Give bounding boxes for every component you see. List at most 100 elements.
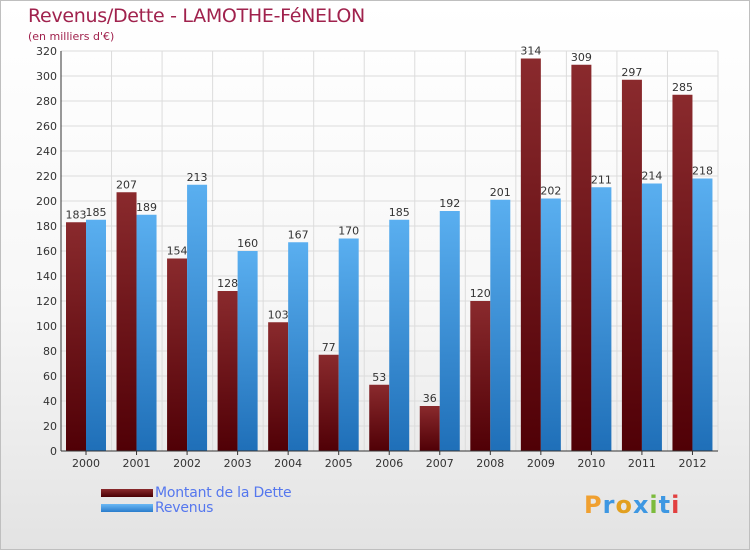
data-label-revenus: 202 [540, 185, 561, 198]
x-tick-label: 2012 [678, 457, 706, 470]
y-tick-label: 80 [43, 345, 57, 358]
data-label-revenus: 160 [237, 237, 258, 250]
bar-dette [571, 64, 592, 451]
y-tick-label: 220 [36, 170, 57, 183]
data-label-dette: 297 [621, 66, 642, 79]
data-label-dette: 77 [322, 341, 336, 354]
bar-dette [369, 384, 390, 451]
y-tick-label: 280 [36, 95, 57, 108]
logo-letter: o [615, 491, 633, 519]
logo-letter: r [602, 491, 616, 519]
bar-revenus [439, 211, 460, 451]
bar-revenus [389, 219, 410, 451]
data-label-revenus: 213 [187, 171, 208, 184]
data-label-revenus: 170 [338, 225, 359, 238]
y-tick-label: 180 [36, 220, 57, 233]
legend-swatch-dette [101, 489, 153, 497]
x-tick-label: 2000 [72, 457, 100, 470]
data-label-dette: 183 [66, 208, 87, 221]
x-tick-label: 2011 [628, 457, 656, 470]
bar-revenus [692, 178, 713, 451]
logo-letter: t [658, 491, 672, 519]
bar-dette [470, 301, 491, 451]
bar-revenus [136, 214, 157, 451]
logo-letter: i [649, 491, 659, 519]
x-tick-label: 2007 [426, 457, 454, 470]
bar-dette [672, 94, 693, 451]
bar-revenus [288, 242, 309, 451]
bar-revenus [86, 219, 106, 451]
y-tick-label: 60 [43, 370, 57, 383]
logo-letter: i [671, 491, 681, 519]
x-tick-label: 2004 [274, 457, 302, 470]
bar-dette [419, 406, 440, 451]
x-tick-label: 2001 [123, 457, 151, 470]
data-label-dette: 120 [470, 287, 491, 300]
data-label-revenus: 189 [136, 201, 157, 214]
x-tick-label: 2006 [375, 457, 403, 470]
data-label-dette: 103 [268, 308, 289, 321]
x-tick-label: 2005 [325, 457, 353, 470]
legend-label-dette: Montant de la Dette [155, 485, 292, 501]
bar-revenus [540, 198, 561, 451]
data-label-revenus: 201 [490, 186, 511, 199]
bar-revenus [338, 238, 359, 451]
data-label-dette: 207 [116, 178, 137, 191]
bar-dette [520, 58, 541, 451]
bar-dette [621, 79, 642, 451]
proxiti-logo: Proxiti [584, 491, 680, 519]
bar-revenus [187, 184, 208, 451]
bar-revenus [490, 199, 511, 451]
data-label-revenus: 185 [389, 206, 410, 219]
bar-revenus [591, 187, 612, 451]
x-tick-label: 2010 [577, 457, 605, 470]
x-tick-label: 2002 [173, 457, 201, 470]
bar-dette [268, 322, 289, 451]
data-label-dette: 285 [672, 81, 693, 94]
chart-subtitle: (en milliers d'€) [28, 30, 115, 43]
data-label-revenus: 185 [86, 206, 107, 219]
y-tick-label: 300 [36, 70, 57, 83]
bars [66, 58, 713, 451]
y-tick-label: 40 [43, 395, 57, 408]
legend-label-revenus: Revenus [155, 500, 214, 516]
y-tick-label: 320 [36, 45, 57, 58]
legend-swatch-revenus [101, 504, 153, 512]
data-label-dette: 36 [423, 392, 437, 405]
y-tick-label: 260 [36, 120, 57, 133]
bar-dette [66, 222, 86, 451]
bar-dette [116, 192, 137, 451]
y-tick-label: 240 [36, 145, 57, 158]
bar-dette [217, 291, 238, 451]
data-label-dette: 154 [167, 245, 188, 258]
data-label-dette: 53 [372, 371, 386, 384]
data-label-revenus: 218 [692, 165, 713, 178]
y-tick-label: 120 [36, 295, 57, 308]
data-label-revenus: 214 [641, 170, 662, 183]
bar-dette [318, 354, 339, 451]
y-tick-label: 0 [50, 445, 57, 458]
y-tick-label: 160 [36, 245, 57, 258]
bar-revenus [641, 183, 662, 451]
bar-dette [167, 258, 188, 451]
data-label-revenus: 192 [439, 197, 460, 210]
axes: 0 20 40 60 80 100 120 140 160 180 200 220 240 260 280 3… [36, 45, 718, 470]
logo-letter: x [632, 491, 650, 519]
x-tick-label: 2008 [476, 457, 504, 470]
data-label-dette: 309 [571, 51, 592, 64]
data-label-revenus: 167 [288, 228, 309, 241]
x-tick-label: 2003 [224, 457, 252, 470]
y-tick-label: 140 [36, 270, 57, 283]
y-tick-label: 200 [36, 195, 57, 208]
logo-letter: P [584, 491, 603, 519]
bar-revenus [237, 251, 258, 451]
x-tick-label: 2009 [527, 457, 555, 470]
y-tick-label: 20 [43, 420, 57, 433]
y-tick-label: 100 [36, 320, 57, 333]
chart-title: Revenus/Dette - LAMOTHE-FéNELON [28, 5, 365, 27]
data-label-dette: 128 [217, 277, 238, 290]
data-label-revenus: 211 [591, 173, 612, 186]
data-label-dette: 314 [520, 45, 541, 58]
